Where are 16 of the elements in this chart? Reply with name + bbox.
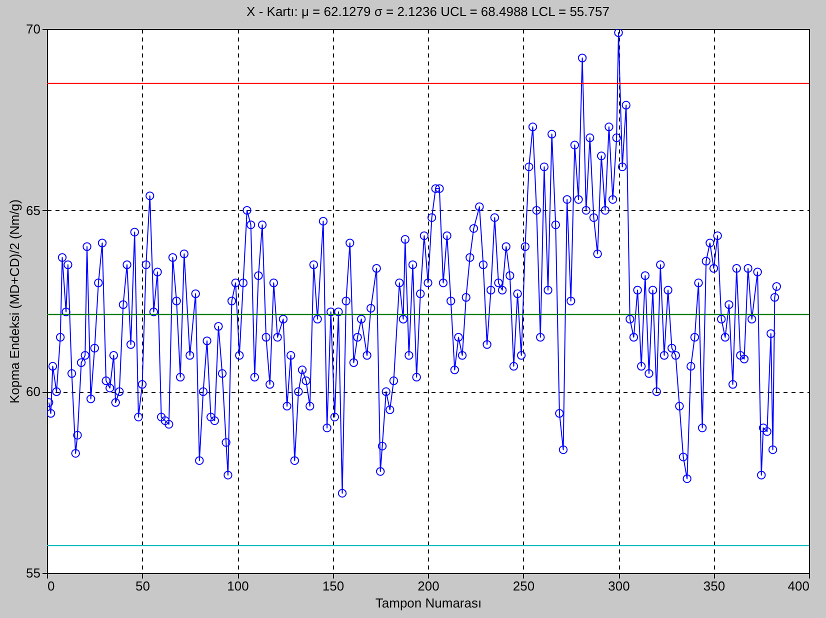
y-tick-label: 70: [26, 22, 40, 36]
x-tick-label: 400: [788, 578, 810, 594]
x-tick-label: 100: [227, 578, 249, 594]
x-tick-label: 300: [608, 578, 630, 594]
y-axis-title: Kopma Endeksi (MD+CD)/2 (Nm/g): [7, 199, 22, 404]
x-tick-label: 150: [322, 578, 344, 594]
x-axis-title: Tampon Numarası: [375, 596, 482, 610]
chart-title: X - Kartı: μ = 62.1279 σ = 2.1236 UCL = 68.4988 LCL = 55.757: [246, 4, 610, 19]
x-tick-label: 200: [418, 578, 440, 594]
y-tick-label: 65: [26, 202, 40, 218]
y-tick-label: 60: [26, 384, 40, 400]
x-tick-label: 350: [703, 578, 726, 594]
y-tick-label: 55: [26, 566, 40, 580]
x-tick-label: 250: [512, 578, 535, 594]
x-tick-label: 50: [136, 578, 150, 594]
x-tick-label: 0: [48, 578, 55, 594]
